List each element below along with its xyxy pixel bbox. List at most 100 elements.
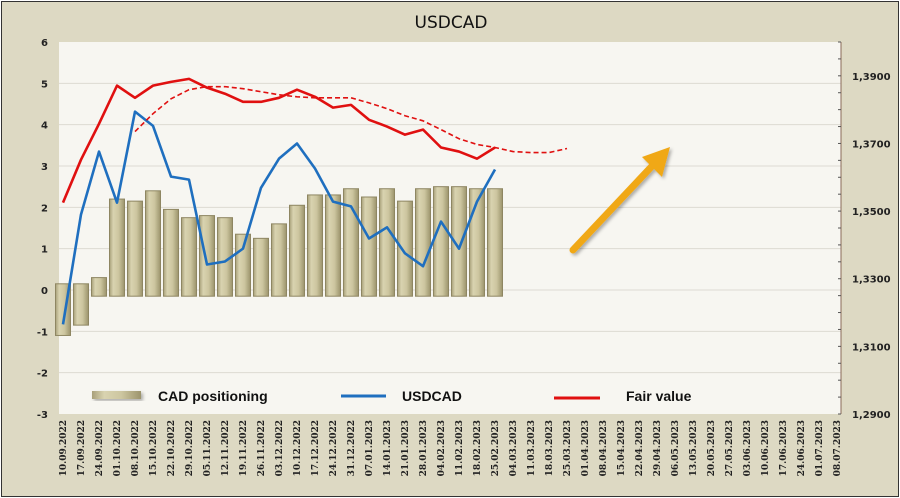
x-tick-label: 17.09.2022 <box>77 420 87 476</box>
x-tick-label: 01.07.2023 <box>815 420 825 476</box>
left-tick-label: -3 <box>37 410 48 421</box>
left-tick-label: -1 <box>37 327 48 338</box>
x-tick-label: 18.02.2023 <box>473 420 483 476</box>
x-tick-label: 25.02.2023 <box>491 420 501 476</box>
right-tick-label: 1,3100 <box>852 342 891 353</box>
x-tick-label: 31.12.2022 <box>347 420 357 476</box>
bar-cad-positioning <box>361 196 377 297</box>
x-tick-label: 24.12.2022 <box>329 420 339 476</box>
x-tick-label: 26.11.2022 <box>257 420 267 476</box>
x-tick-label: 01.04.2023 <box>581 420 591 476</box>
x-tick-label: 08.10.2022 <box>131 420 141 476</box>
bar-cad-positioning <box>325 194 341 297</box>
legend-swatch-cad-positioning <box>92 391 141 399</box>
x-axis: 10.09.2022 17.09.2022 24.09.2022 01.10.2022… <box>59 420 843 476</box>
left-tick-label: 4 <box>41 121 48 132</box>
x-tick-label: 29.04.2023 <box>653 420 663 476</box>
x-tick-label: 10.09.2022 <box>59 420 69 476</box>
x-tick-label: 14.01.2023 <box>383 420 393 476</box>
x-tick-label: 15.10.2022 <box>149 420 159 476</box>
line-fair-value-trend <box>134 85 568 154</box>
right-tick-label: 1,3700 <box>852 139 891 150</box>
bar-cad-positioning <box>271 223 287 297</box>
line-fair-value <box>61 77 496 204</box>
gridlines <box>59 82 841 374</box>
bars-cad-positioning <box>55 186 503 336</box>
x-tick-label: 19.11.2022 <box>239 420 249 476</box>
x-tick-label: 29.10.2022 <box>185 420 195 476</box>
x-tick-label: 07.01.2023 <box>365 420 375 476</box>
bar-cad-positioning <box>289 204 305 297</box>
x-tick-label: 03.06.2023 <box>743 420 753 476</box>
x-tick-label: 17.12.2022 <box>311 420 321 476</box>
bar-cad-positioning <box>127 200 143 297</box>
x-tick-label: 28.01.2023 <box>419 420 429 476</box>
left-tick-label: 2 <box>41 203 48 214</box>
right-tick-label: 1,2900 <box>852 410 891 421</box>
x-tick-label: 21.01.2023 <box>401 420 411 476</box>
bar-cad-positioning <box>469 188 485 297</box>
left-tick-label: 1 <box>41 245 48 256</box>
x-tick-label: 08.04.2023 <box>599 420 609 476</box>
x-tick-label: 24.06.2023 <box>797 420 807 476</box>
chart-title: USDCAD <box>415 13 488 33</box>
bar-cad-positioning <box>433 186 449 297</box>
x-tick-label: 11.03.2023 <box>527 420 537 476</box>
x-tick-label: 04.02.2023 <box>437 420 447 476</box>
bar-cad-positioning <box>451 186 467 297</box>
legend-label-fair-value: Fair value <box>626 388 692 404</box>
left-tick-label: 6 <box>41 38 48 49</box>
bar-cad-positioning <box>415 188 431 297</box>
x-tick-label: 10.12.2022 <box>293 420 303 476</box>
x-tick-label: 20.05.2023 <box>707 420 717 476</box>
bar-cad-positioning <box>487 188 503 297</box>
x-tick-label: 05.11.2022 <box>203 420 213 476</box>
bar-cad-positioning <box>181 217 197 297</box>
bar-cad-positioning <box>199 215 215 297</box>
x-tick-label: 17.06.2023 <box>779 420 789 476</box>
line-usdcad <box>61 110 497 325</box>
lines <box>61 77 568 325</box>
left-tick-label: -2 <box>37 369 48 380</box>
x-tick-label: 27.05.2023 <box>725 420 735 476</box>
left-tick-label: 0 <box>41 286 48 297</box>
trend-arrow-icon <box>569 147 670 254</box>
right-tick-label: 1,3500 <box>852 207 891 218</box>
x-tick-label: 08.07.2023 <box>833 420 843 476</box>
bar-cad-positioning <box>397 200 413 297</box>
x-tick-label: 22.04.2023 <box>635 420 645 476</box>
bar-cad-positioning <box>163 208 179 297</box>
x-tick-label: 04.03.2023 <box>509 420 519 476</box>
x-tick-label: 18.03.2023 <box>545 420 555 476</box>
x-tick-label: 06.05.2023 <box>671 420 681 476</box>
legend-label-usdcad: USDCAD <box>402 388 462 404</box>
bar-cad-positioning <box>379 188 395 297</box>
bar-cad-positioning <box>253 237 269 297</box>
bar-cad-positioning <box>73 283 89 326</box>
x-tick-label: 22.10.2022 <box>167 420 177 476</box>
x-tick-label: 15.04.2023 <box>617 420 627 476</box>
legend-label-cad-positioning: CAD positioning <box>158 388 268 404</box>
x-tick-label: 25.03.2023 <box>563 420 573 476</box>
right-axis: 1,3900 1,3700 1,3500 1,3300 1,3100 1,2900 <box>838 41 891 421</box>
bar-cad-positioning <box>235 233 251 297</box>
left-tick-label: 3 <box>41 162 48 173</box>
x-tick-label: 24.09.2022 <box>95 420 105 476</box>
x-tick-label: 03.12.2022 <box>275 420 285 476</box>
bar-cad-positioning <box>109 198 125 297</box>
x-tick-label: 13.05.2023 <box>689 420 699 476</box>
right-tick-label: 1,3300 <box>852 275 891 286</box>
x-tick-label: 10.06.2023 <box>761 420 771 476</box>
legend: CAD positioning USDCAD Fair value <box>92 388 692 404</box>
x-tick-label: 12.11.2022 <box>221 420 231 476</box>
bar-cad-positioning <box>91 277 107 297</box>
bar-cad-positioning <box>145 190 161 297</box>
x-tick-label: 11.02.2023 <box>455 420 465 476</box>
x-tick-label: 01.10.2022 <box>113 420 123 476</box>
left-axis: 6 5 4 3 2 1 0 -1 -2 -3 <box>37 38 48 421</box>
bar-cad-positioning <box>307 194 323 297</box>
right-tick-label: 1,3900 <box>852 72 891 83</box>
left-tick-label: 5 <box>41 79 48 90</box>
